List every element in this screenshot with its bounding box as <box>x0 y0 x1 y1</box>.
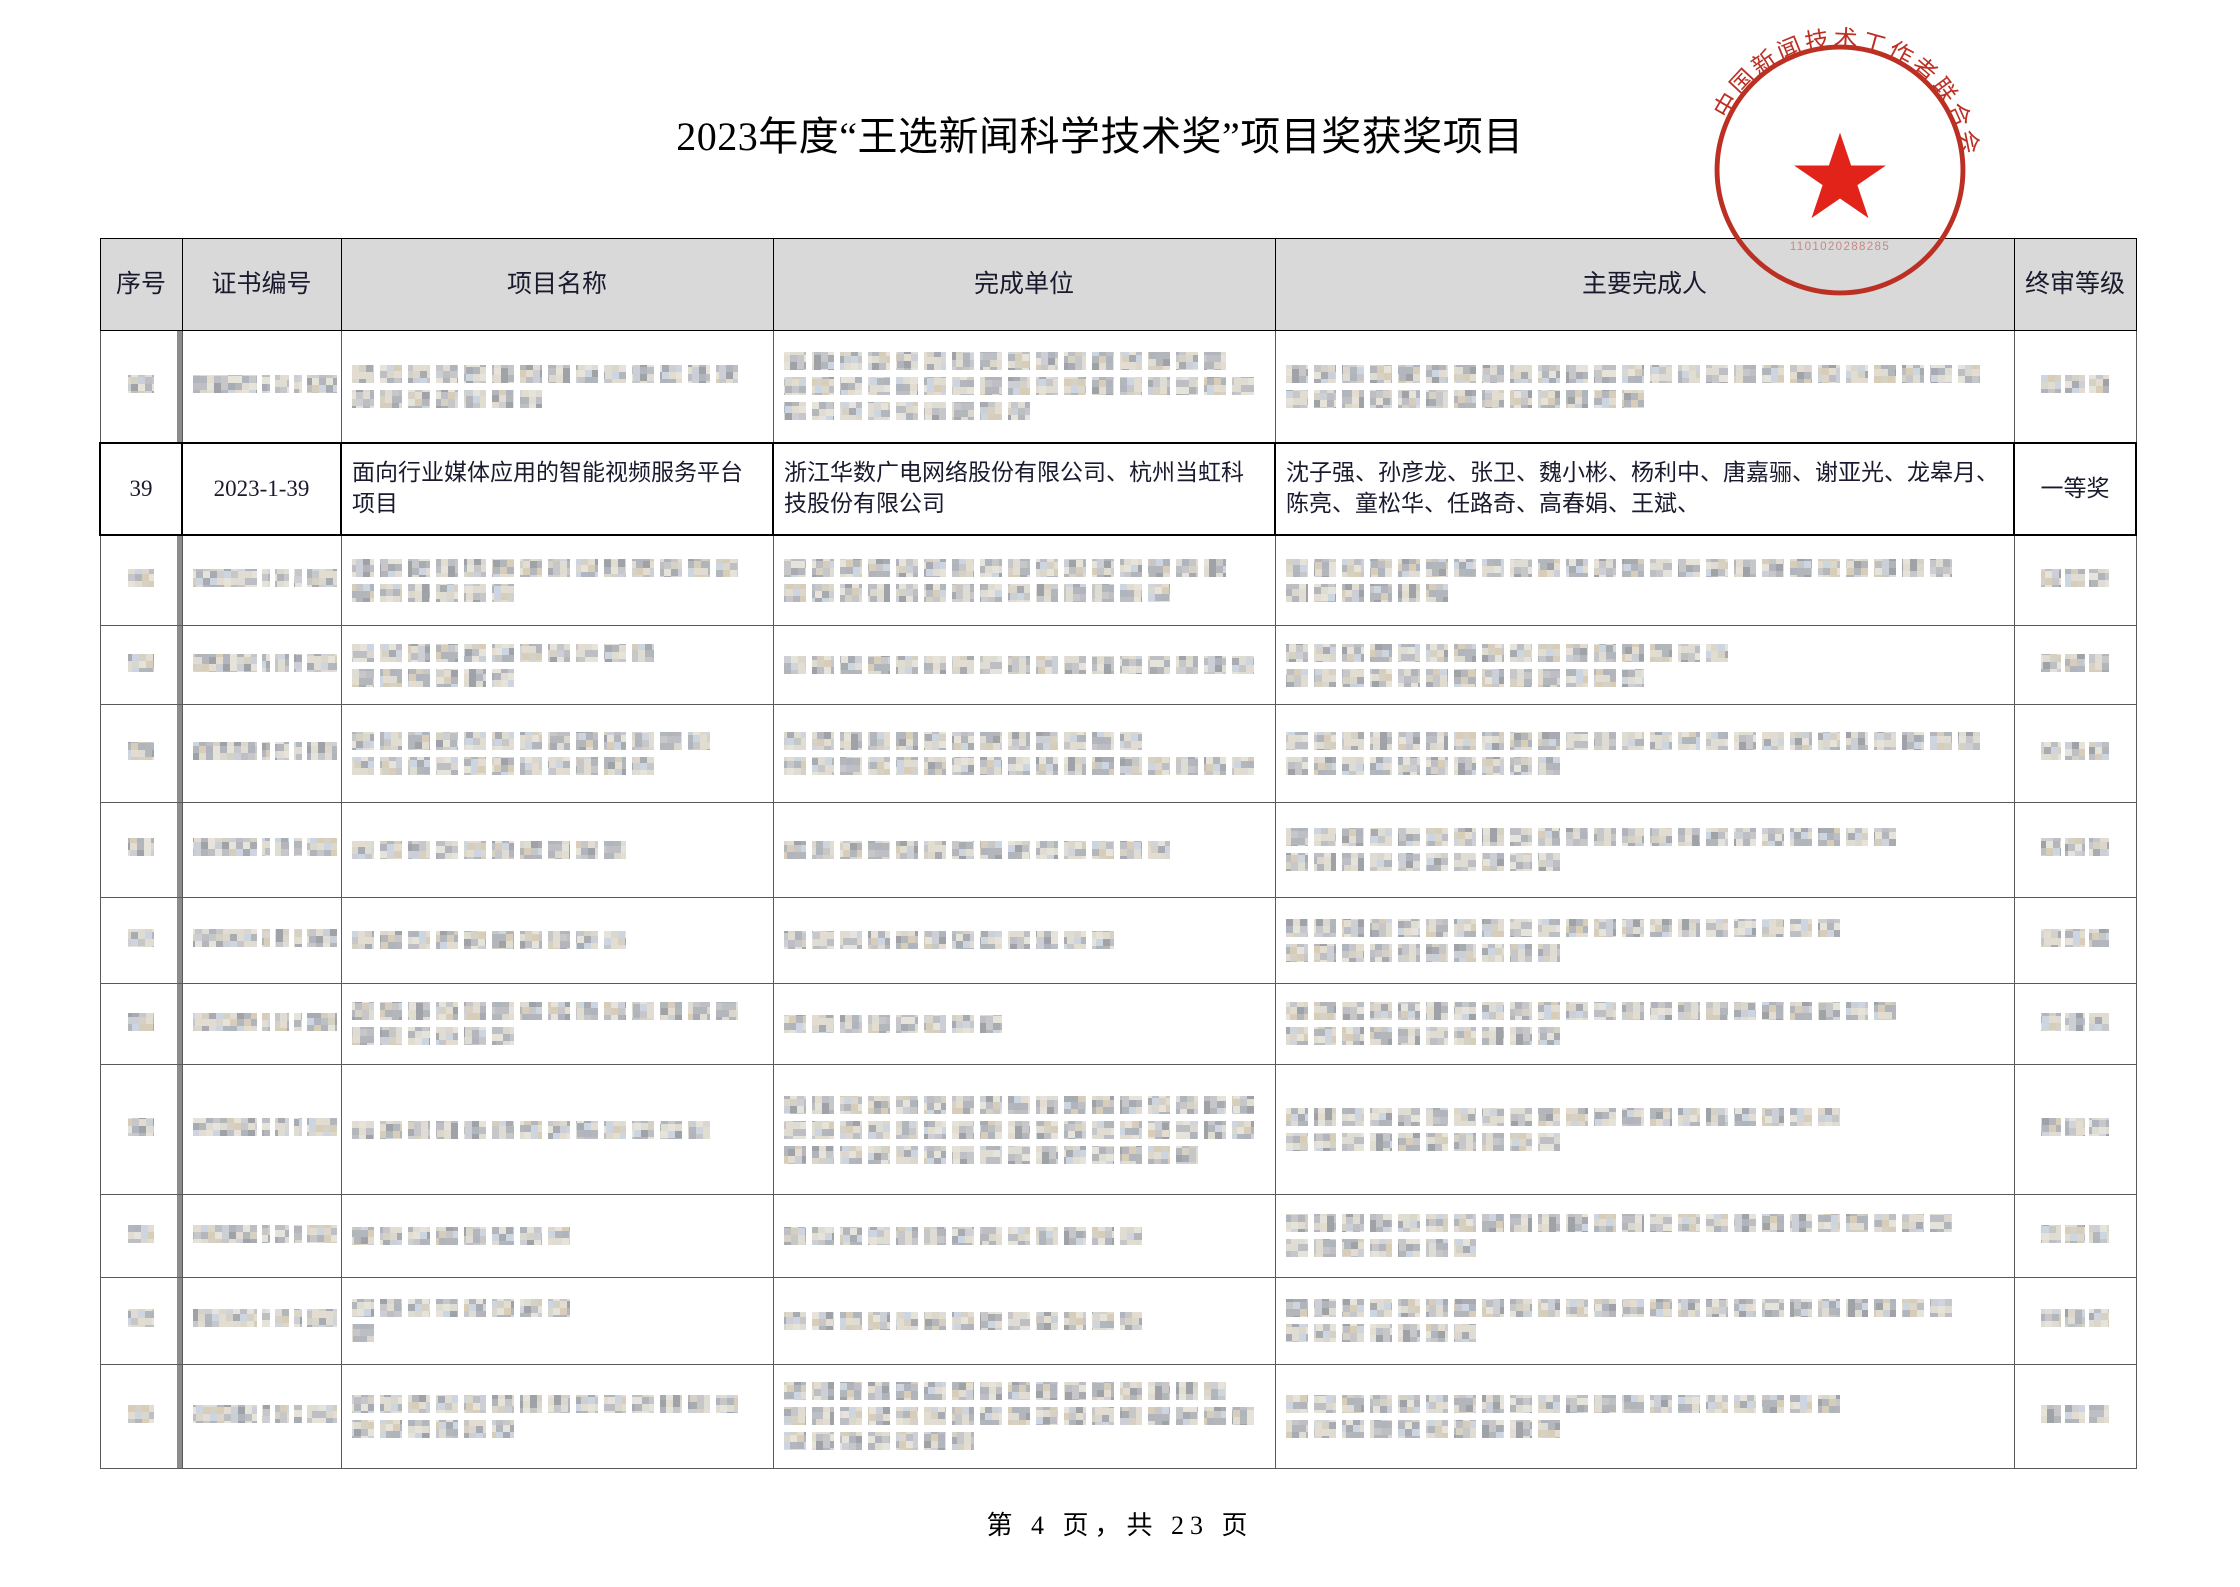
svg-text:中国新闻技术工作者联合会: 中国新闻技术工作者联合会 <box>1709 26 1984 160</box>
svg-text:1101020288285: 1101020288285 <box>1790 241 1890 253</box>
